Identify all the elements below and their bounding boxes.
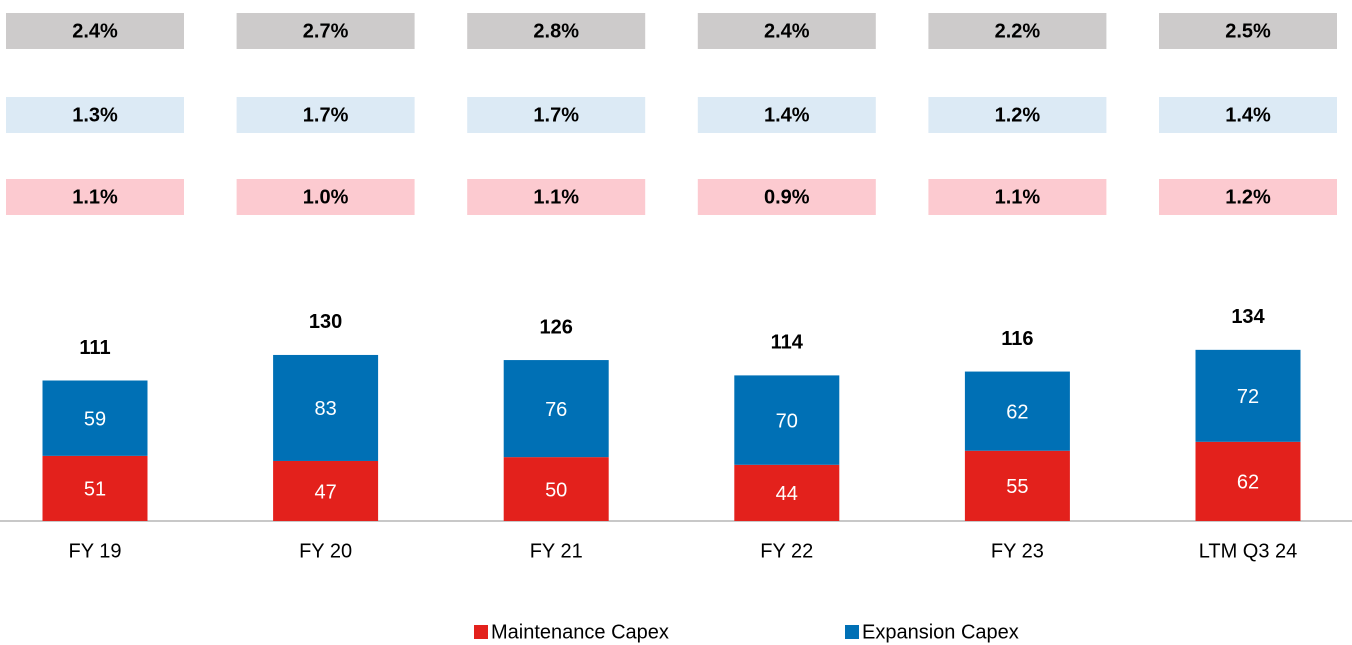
bar-value-label: 47 bbox=[314, 481, 336, 503]
ratio-label: 1.1% bbox=[995, 186, 1041, 208]
total-label: 116 bbox=[1001, 328, 1033, 350]
bar-value-label: 76 bbox=[545, 399, 567, 421]
x-tick-label: FY 22 bbox=[760, 540, 813, 562]
bar-value-label: 83 bbox=[314, 398, 336, 420]
bar-value-label: 62 bbox=[1237, 472, 1259, 494]
x-tick-label: FY 20 bbox=[299, 540, 352, 562]
legend-swatch bbox=[474, 625, 488, 639]
ratio-box bbox=[697, 97, 876, 133]
bar-value-label: 51 bbox=[84, 479, 106, 501]
ratio-box bbox=[467, 13, 646, 49]
bar-segment bbox=[964, 450, 1070, 521]
total-label: 114 bbox=[771, 332, 804, 354]
ratio-box bbox=[6, 97, 184, 133]
total-label: 111 bbox=[79, 337, 110, 359]
bar-value-label: 62 bbox=[1006, 401, 1028, 423]
ratio-label: 1.4% bbox=[1225, 104, 1271, 126]
bar-value-label: 70 bbox=[776, 410, 798, 432]
ratio-label: 1.1% bbox=[533, 186, 579, 208]
ratio-label: 2.7% bbox=[303, 20, 349, 42]
ratio-box bbox=[928, 179, 1107, 215]
ratio-label: 1.1% bbox=[72, 186, 118, 208]
bar-value-label: 55 bbox=[1006, 476, 1028, 498]
bar-segment bbox=[273, 460, 379, 521]
ratio-box bbox=[467, 179, 646, 215]
bar-value-label: 44 bbox=[776, 483, 798, 505]
ratio-box bbox=[6, 179, 184, 215]
ratio-label: 1.2% bbox=[995, 104, 1041, 126]
bar-value-label: 59 bbox=[84, 408, 106, 430]
ratio-label: 1.4% bbox=[764, 104, 810, 126]
ratio-box bbox=[697, 179, 876, 215]
ratio-box bbox=[236, 97, 415, 133]
ratio-label: 2.4% bbox=[72, 20, 118, 42]
ratio-label: 2.2% bbox=[995, 20, 1041, 42]
ratio-box bbox=[697, 13, 876, 49]
ratio-box bbox=[236, 13, 415, 49]
ratio-label: 1.2% bbox=[1225, 186, 1271, 208]
x-tick-label: FY 23 bbox=[991, 540, 1044, 562]
ratio-box bbox=[928, 13, 1107, 49]
bar-segment bbox=[964, 371, 1070, 451]
total-label: 134 bbox=[1231, 306, 1265, 328]
total-label: 130 bbox=[309, 311, 342, 333]
x-tick-label: FY 21 bbox=[530, 540, 583, 562]
bar-segment bbox=[503, 457, 609, 521]
ratio-label: 0.9% bbox=[764, 186, 810, 208]
bar-value-label: 72 bbox=[1237, 386, 1259, 408]
bar-segment bbox=[42, 455, 148, 521]
legend-swatch bbox=[845, 625, 859, 639]
bar-segment bbox=[734, 464, 840, 521]
bar-segment bbox=[1195, 349, 1301, 442]
ratio-box bbox=[928, 97, 1107, 133]
bar-segment bbox=[1195, 441, 1301, 521]
ratio-label: 2.5% bbox=[1225, 20, 1271, 42]
legend-label: Expansion Capex bbox=[862, 621, 1019, 643]
total-label: 126 bbox=[540, 316, 573, 338]
ratio-box bbox=[1159, 179, 1337, 215]
ratio-label: 2.4% bbox=[764, 20, 810, 42]
ratio-label: 2.8% bbox=[533, 20, 579, 42]
bar-segment bbox=[42, 380, 148, 456]
bar-segment bbox=[503, 360, 609, 458]
ratio-label: 1.3% bbox=[72, 104, 118, 126]
ratio-label: 1.0% bbox=[303, 186, 349, 208]
x-tick-label: FY 19 bbox=[69, 540, 122, 562]
bar-segment bbox=[273, 354, 379, 461]
legend-label: Maintenance Capex bbox=[491, 621, 669, 643]
ratio-box bbox=[467, 97, 646, 133]
ratio-box bbox=[1159, 13, 1337, 49]
ratio-label: 1.7% bbox=[303, 104, 349, 126]
ratio-box bbox=[1159, 97, 1337, 133]
ratio-box bbox=[236, 179, 415, 215]
bar-value-label: 50 bbox=[545, 479, 567, 501]
bar-segment bbox=[734, 375, 840, 465]
x-tick-label: LTM Q3 24 bbox=[1199, 540, 1298, 562]
ratio-label: 1.7% bbox=[533, 104, 579, 126]
ratio-box bbox=[6, 13, 184, 49]
